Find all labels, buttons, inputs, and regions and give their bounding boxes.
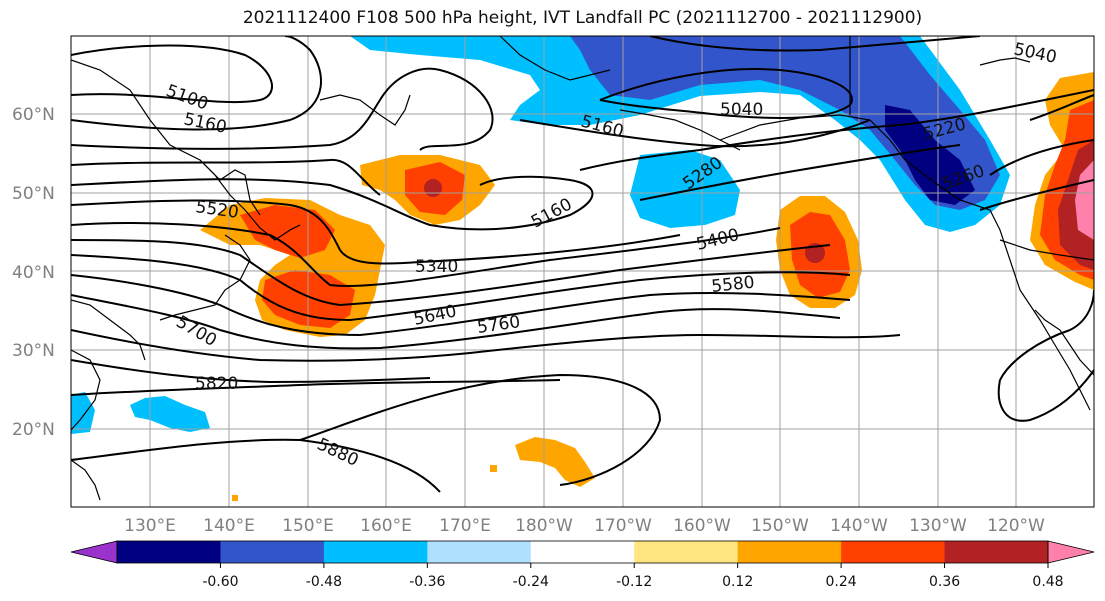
- colorbar-tick-label: -0.36: [409, 574, 445, 590]
- colorbar-tick-label: 0.24: [826, 574, 857, 590]
- lat-label-40n: 40°N: [12, 263, 55, 283]
- graticule: [71, 36, 1094, 507]
- contour-label: 5340: [415, 257, 458, 277]
- colorbar-segment: [634, 541, 739, 563]
- colorbar-segment: [427, 541, 532, 563]
- colorbar-tick-label: 0.36: [929, 574, 960, 590]
- lon-label-130e: 130°E: [124, 516, 176, 536]
- map-frame: [70, 35, 1095, 508]
- lon-label-140e: 140°E: [203, 516, 255, 536]
- colorbar-segment: [117, 541, 221, 563]
- lon-label-150w: 150°W: [751, 516, 809, 536]
- latitude-labels: 60°N 50°N 40°N 30°N 20°N: [12, 105, 55, 440]
- lat-label-60n: 60°N: [12, 105, 55, 125]
- colorbar-segment: [944, 541, 1049, 563]
- colorbar-tick-label: 0.48: [1032, 574, 1063, 590]
- contour-label: 5040: [720, 100, 763, 120]
- lon-label-160w: 160°W: [673, 516, 731, 536]
- coastlines: [71, 36, 1094, 501]
- figure-title: 2021112400 F108 500 hPa height, IVT Land…: [242, 8, 923, 28]
- colorbar-segment: [323, 541, 428, 563]
- lon-label-150e: 150°E: [282, 516, 334, 536]
- lat-label-20n: 20°N: [12, 420, 55, 440]
- lat-label-30n: 30°N: [12, 341, 55, 361]
- lon-label-120w: 120°W: [987, 516, 1045, 536]
- colorbar-extend-max: [1047, 540, 1095, 564]
- colorbar-tick-label: 0.12: [722, 574, 753, 590]
- colorbar-segment: [220, 541, 325, 563]
- lon-label-170e: 170°E: [439, 516, 491, 536]
- colorbar-tick-label: -0.60: [202, 574, 238, 590]
- contour-label: 5580: [710, 273, 755, 297]
- lon-label-160e: 160°E: [360, 516, 412, 536]
- colorbar-segment: [737, 541, 842, 563]
- lon-label-180w: 180°W: [515, 516, 573, 536]
- lon-label-170w: 170°W: [594, 516, 652, 536]
- colorbar-segment: [530, 541, 635, 563]
- colorbar-tick-label: -0.24: [513, 574, 549, 590]
- colorbar-tick-label: -0.12: [616, 574, 652, 590]
- colorbar: -0.60 -0.48 -0.36 -0.24 -0.12 0.12 0.24 0.36 0.4…: [70, 540, 1095, 590]
- longitude-labels: 130°E 140°E 150°E 160°E 170°E 180°W 170°…: [124, 516, 1045, 536]
- colorbar-segment: [841, 541, 946, 563]
- colorbar-extend-min: [70, 540, 118, 564]
- contour-label: 5820: [195, 374, 238, 394]
- colorbar-frame: [116, 540, 1049, 564]
- map-area: 5100 5160 5160 5160 5040 5040 5220 5260 …: [71, 36, 1094, 507]
- colorbar-tick-label: -0.48: [306, 574, 342, 590]
- height-contours: [71, 36, 1094, 493]
- lon-label-140w: 140°W: [830, 516, 888, 536]
- lat-label-50n: 50°N: [12, 184, 55, 204]
- lon-label-130w: 130°W: [909, 516, 967, 536]
